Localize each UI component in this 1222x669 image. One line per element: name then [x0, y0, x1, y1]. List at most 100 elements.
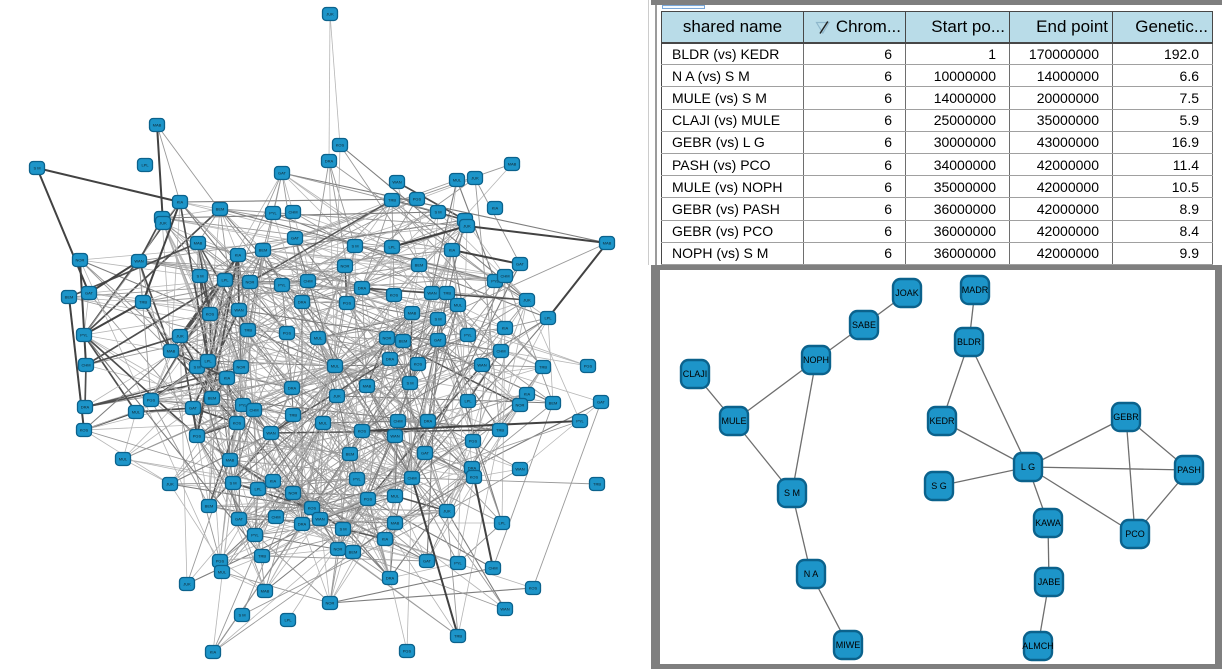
svg-text:MUL: MUL [132, 410, 141, 415]
svg-text:KIA: KIA [502, 326, 509, 331]
svg-text:KOS: KOS [390, 293, 399, 298]
svg-text:MUL: MUL [454, 303, 463, 308]
svg-text:KOS: KOS [529, 586, 538, 591]
svg-text:MAB: MAB [363, 384, 372, 389]
svg-text:TRB: TRB [139, 300, 147, 305]
svg-text:S M: S M [434, 317, 441, 322]
svg-text:S M: S M [339, 527, 346, 532]
svg-text:BEM: BEM [216, 207, 225, 212]
svg-text:L G: L G [1021, 462, 1035, 472]
svg-text:PYL: PYL [269, 211, 277, 216]
svg-text:WAN: WAN [234, 308, 243, 313]
svg-text:PYL: PYL [251, 533, 259, 538]
svg-text:CHM: CHM [496, 349, 505, 354]
svg-text:MAB: MAB [226, 458, 235, 463]
svg-text:ALMCH: ALMCH [1022, 641, 1054, 651]
svg-text:LPL: LPL [464, 399, 472, 404]
svg-text:S G: S G [931, 481, 947, 491]
svg-text:CHM: CHM [303, 279, 312, 284]
svg-text:TRB: TRB [496, 428, 504, 433]
svg-text:NOR: NOR [326, 601, 335, 606]
svg-text:MUL: MUL [119, 457, 128, 462]
svg-text:MAB: MAB [408, 311, 417, 316]
svg-text:WAN: WAN [500, 607, 509, 612]
svg-text:NOR: NOR [341, 264, 350, 269]
svg-text:JUK: JUK [471, 176, 479, 181]
svg-text:JUK: JUK [333, 394, 341, 399]
svg-text:JUK: JUK [463, 224, 471, 229]
svg-text:TRB: TRB [388, 198, 396, 203]
svg-text:NOR: NOR [516, 403, 525, 408]
svg-text:NOR: NOR [237, 365, 246, 370]
svg-text:DRA: DRA [386, 357, 395, 362]
svg-text:KIA: KIA [524, 392, 531, 397]
svg-text:DRA: DRA [298, 300, 307, 305]
svg-text:DRA: DRA [81, 405, 90, 410]
svg-text:CHM: CHM [249, 408, 258, 413]
svg-text:BEM: BEM [399, 339, 408, 344]
svg-text:PGS: PGS [343, 301, 352, 306]
svg-text:S M: S M [229, 481, 236, 486]
svg-text:DRA: DRA [288, 386, 297, 391]
svg-text:PGS: PGS [147, 398, 156, 403]
svg-text:JUK: JUK [523, 298, 531, 303]
svg-text:PYL: PYL [278, 283, 286, 288]
svg-text:KEDR: KEDR [929, 416, 955, 426]
svg-text:S M: S M [238, 613, 245, 618]
svg-text:KOS: KOS [206, 312, 215, 317]
svg-text:TRB: TRB [289, 413, 297, 418]
svg-text:CHM: CHM [393, 419, 402, 424]
svg-text:BEM: BEM [205, 504, 214, 509]
svg-text:MAB: MAB [194, 241, 203, 246]
svg-text:CHM: CHM [500, 274, 509, 279]
svg-text:CHM: CHM [271, 515, 280, 520]
svg-text:LPL: LPL [284, 618, 292, 623]
svg-text:LPL: LPL [141, 163, 149, 168]
svg-text:KOS: KOS [414, 362, 423, 367]
svg-text:KOS: KOS [470, 475, 479, 480]
svg-text:PYL: PYL [491, 279, 499, 284]
svg-text:BEM: BEM [65, 295, 74, 300]
svg-text:JUK: JUK [159, 221, 167, 226]
svg-text:NOR: NOR [76, 258, 85, 263]
svg-text:S M: S M [434, 210, 441, 215]
svg-text:GAT: GAT [85, 291, 93, 296]
svg-text:KIA: KIA [224, 376, 231, 381]
svg-text:KAWA: KAWA [1035, 518, 1061, 528]
svg-text:JUK: JUK [183, 582, 191, 587]
svg-text:DRA: DRA [424, 419, 433, 424]
svg-text:PGS: PGS [193, 434, 202, 439]
svg-text:PGS: PGS [216, 559, 225, 564]
svg-text:BLDR: BLDR [957, 337, 982, 347]
svg-text:NOR: NOR [246, 280, 255, 285]
svg-text:S M: S M [784, 488, 800, 498]
svg-text:DRA: DRA [358, 286, 367, 291]
svg-text:WAN: WAN [427, 291, 436, 296]
svg-text:BEM: BEM [208, 396, 217, 401]
svg-text:TRB: TRB [539, 365, 547, 370]
svg-text:PGS: PGS [364, 497, 373, 502]
svg-text:WAN: WAN [134, 259, 143, 264]
svg-text:PGS: PGS [283, 331, 292, 336]
svg-text:BEM: BEM [346, 452, 355, 457]
svg-text:PYL: PYL [576, 419, 584, 424]
svg-text:GAT: GAT [235, 517, 243, 522]
svg-text:MUL: MUL [314, 336, 323, 341]
svg-text:KIA: KIA [449, 248, 456, 253]
svg-text:S M: S M [33, 166, 40, 171]
svg-text:PYL: PYL [353, 477, 361, 482]
svg-text:GAT: GAT [434, 338, 442, 343]
svg-text:NOR: NOR [383, 336, 392, 341]
svg-text:MUL: MUL [218, 570, 227, 575]
svg-text:GEBR: GEBR [1113, 412, 1139, 422]
svg-text:PGS: PGS [403, 649, 412, 654]
svg-text:DRA: DRA [325, 159, 334, 164]
svg-text:GAT: GAT [597, 400, 605, 405]
svg-text:N A: N A [804, 569, 819, 579]
svg-text:GAT: GAT [423, 559, 431, 564]
svg-text:MUL: MUL [331, 364, 340, 369]
svg-text:JUK: JUK [326, 12, 334, 17]
svg-text:KIA: KIA [270, 479, 277, 484]
svg-text:KOS: KOS [358, 429, 367, 434]
svg-text:S M: S M [406, 381, 413, 386]
